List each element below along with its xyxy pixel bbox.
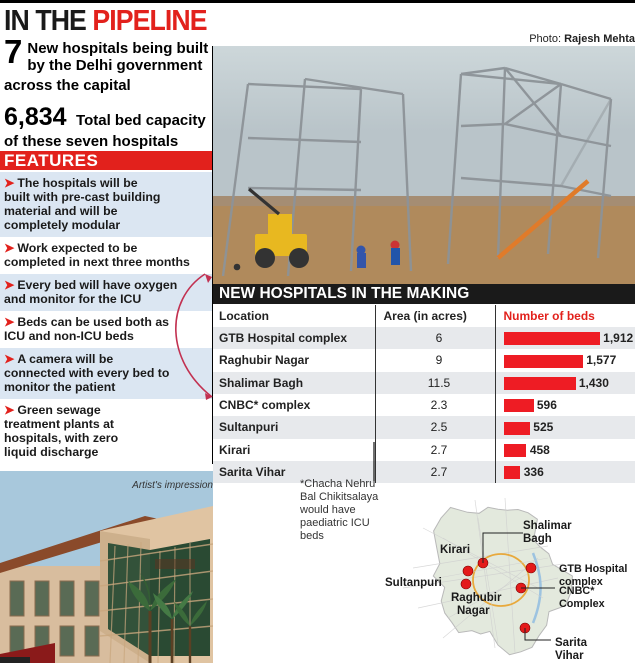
- svg-text:Shalimar: Shalimar: [523, 520, 572, 532]
- svg-text:Sarita: Sarita: [555, 637, 588, 649]
- svg-text:Bagh: Bagh: [523, 533, 552, 545]
- svg-text:Kirari: Kirari: [440, 544, 470, 556]
- svg-text:Nagar: Nagar: [457, 605, 490, 617]
- svg-text:CNBC*: CNBC*: [559, 585, 595, 597]
- svg-text:Sultanpuri: Sultanpuri: [385, 577, 442, 589]
- svg-text:Complex: Complex: [559, 598, 605, 610]
- svg-text:Vihar: Vihar: [555, 650, 584, 662]
- svg-text:Raghubir: Raghubir: [451, 592, 502, 604]
- svg-text:GTB Hospital: GTB Hospital: [559, 563, 627, 575]
